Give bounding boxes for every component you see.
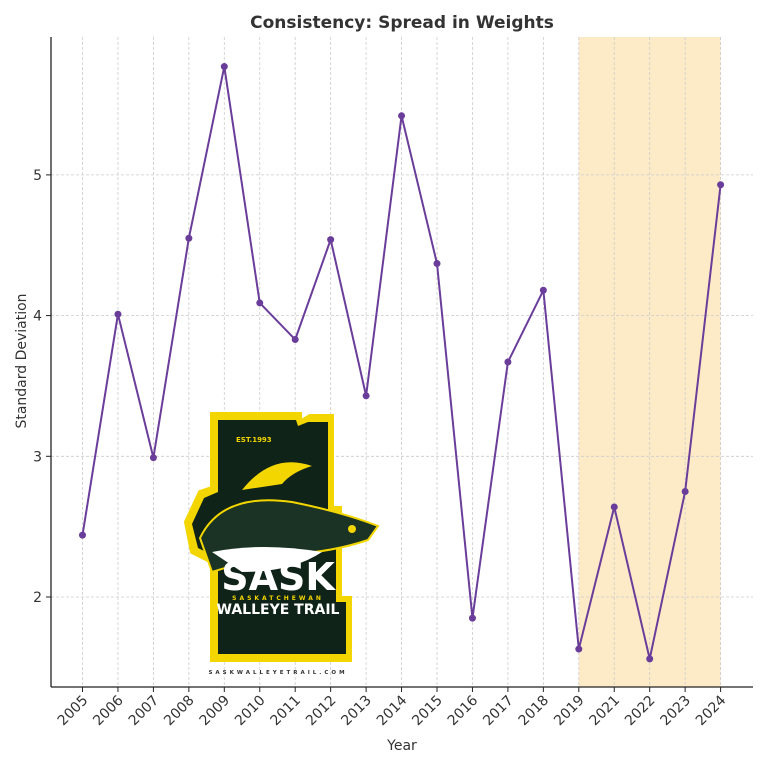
data-point [291, 336, 299, 344]
y-axis-label: Standard Deviation [14, 293, 30, 428]
x-tick-label: 2009 [197, 693, 234, 730]
x-tick-label: 2021 [587, 693, 624, 730]
x-tick-label: 2010 [232, 693, 269, 730]
x-tick-label: 2024 [693, 692, 730, 729]
x-tick-label: 2007 [126, 693, 163, 730]
x-tick-label: 2012 [303, 693, 340, 730]
data-point [327, 236, 335, 244]
data-point [610, 503, 618, 511]
y-tick-label: 5 [33, 168, 42, 184]
plot-area: 2 3 4 5 200520062007200820092010201120122013… [33, 37, 753, 729]
data-point [539, 286, 547, 294]
y-tick-label: 2 [33, 590, 42, 606]
x-tick-label: 2022 [622, 693, 659, 730]
x-tick-label: 2017 [480, 693, 517, 730]
logo-est: EST.1993 [236, 436, 272, 444]
x-tick-label: 2018 [516, 693, 553, 730]
logo-sub-text: SASKATCHEWAN [232, 595, 324, 602]
data-point [575, 645, 583, 653]
data-point [362, 392, 370, 400]
data-point [114, 310, 122, 318]
x-tick-label: 2023 [657, 693, 694, 730]
fish-eye-icon [348, 525, 356, 533]
data-point [185, 234, 193, 242]
data-point [398, 112, 406, 120]
x-tick-label: 2015 [409, 693, 446, 730]
data-point [717, 181, 725, 189]
fish-fin-icon [242, 462, 312, 490]
fish-belly [212, 547, 322, 572]
x-tick-label: 2008 [161, 693, 198, 730]
sask-walleye-trail-logo: EST.1993 SASK SASKATCHEWAN WALLEYE TRAIL… [183, 412, 380, 676]
chart-title: Consistency: Spread in Weights [250, 13, 554, 33]
data-point [79, 531, 86, 539]
data-point [468, 614, 476, 622]
data-point [220, 63, 228, 71]
x-tick-label: 2014 [374, 692, 411, 729]
logo-url-text: SASKWALLEYETRAIL.COM [208, 670, 347, 676]
logo-name-text: WALLEYE TRAIL [217, 602, 340, 618]
y-tick-label: 3 [33, 449, 42, 465]
x-tick-label: 2019 [551, 693, 588, 730]
x-tick-label: 2011 [268, 693, 305, 730]
x-tick-label: 2016 [445, 692, 482, 729]
x-axis-label: Year [386, 738, 417, 754]
data-point [433, 260, 441, 268]
data-point [149, 454, 157, 462]
y-tick-label: 4 [33, 309, 42, 325]
x-tick-label: 2005 [55, 693, 92, 730]
data-point [646, 655, 654, 663]
data-point [681, 487, 689, 495]
data-point [504, 358, 512, 366]
data-point [256, 299, 264, 307]
x-tick-label: 2013 [338, 693, 375, 730]
x-tick-label: 2006 [90, 692, 127, 729]
logo-main-text: SASK [221, 555, 336, 599]
